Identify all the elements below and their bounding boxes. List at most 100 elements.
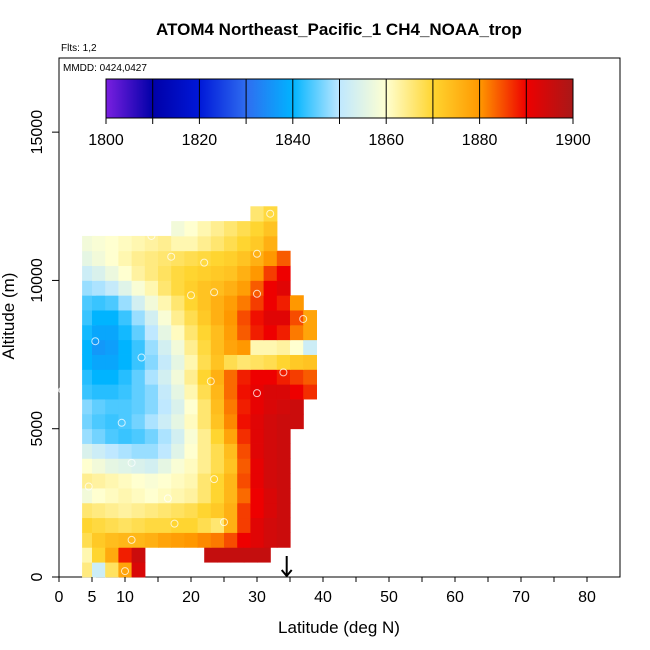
observation-points — [58, 209, 308, 576]
heatmap-cell — [171, 280, 185, 296]
heatmap-cell — [118, 428, 133, 444]
heatmap-cell — [105, 488, 119, 504]
heatmap-cell — [171, 339, 185, 355]
heatmap-cell — [224, 250, 238, 266]
heatmap-cell — [303, 384, 317, 400]
heatmap-cell — [171, 532, 185, 548]
heatmap-cell — [290, 384, 304, 400]
heatmap-cell — [210, 458, 225, 474]
heatmap-cell — [250, 443, 265, 459]
heatmap-cell — [210, 502, 225, 519]
heatmap-cell — [118, 280, 133, 296]
heatmap-cell — [263, 384, 278, 400]
heatmap-cell — [237, 280, 251, 296]
heatmap-cell — [184, 369, 199, 385]
colorbar-tick-label: 1860 — [368, 132, 404, 149]
data-point — [253, 389, 261, 398]
heatmap-cell — [184, 517, 199, 533]
heatmap-cell — [224, 502, 238, 519]
heatmap-cell — [131, 369, 146, 385]
heatmap-cell — [250, 221, 265, 237]
heatmap-cell — [263, 517, 278, 533]
heatmap-cell — [171, 384, 185, 400]
heatmap-cell — [197, 265, 212, 281]
colorbar-tick-label: 1900 — [555, 132, 591, 149]
heatmap-cell — [237, 428, 251, 444]
heatmap-cell — [197, 354, 212, 370]
colorbar-segment — [106, 79, 153, 118]
heatmap-cell — [184, 280, 199, 296]
x-axis: 0 5 10 20 30 40 50 60 70 80 — [55, 577, 596, 606]
heatmap-cell — [92, 562, 106, 578]
heatmap-cell — [184, 458, 199, 474]
heatmap-cell — [263, 532, 278, 548]
heatmap-cell — [118, 399, 133, 415]
heatmap-cell — [276, 280, 291, 296]
heatmap-cell — [131, 399, 146, 415]
heatmap-cell — [118, 339, 133, 355]
heatmap-cell — [158, 369, 172, 385]
y-axis: 0 5000 10000 15000 — [29, 110, 59, 581]
heatmap-cell — [92, 339, 106, 355]
heatmap-cell — [158, 517, 172, 533]
data-point — [127, 458, 136, 467]
heatmap-cell — [224, 324, 238, 341]
heatmap-cell — [237, 221, 251, 237]
x-tick-label: 70 — [512, 589, 530, 606]
heatmap-cell — [171, 399, 185, 415]
heatmap-cell — [118, 265, 133, 281]
heatmap-cell — [184, 443, 199, 459]
heatmap-cell — [171, 310, 185, 326]
heatmap-cell — [92, 443, 106, 459]
data-point — [200, 258, 209, 267]
heatmap-cell — [210, 280, 225, 296]
heatmap-cell — [224, 354, 238, 370]
data-point — [163, 494, 172, 503]
heatmap-cell — [184, 428, 199, 444]
heatmap-cell — [197, 221, 212, 237]
heatmap-cell — [210, 488, 225, 504]
heatmap-cell — [210, 384, 225, 400]
heatmap-cell — [131, 562, 146, 578]
heatmap-cell — [131, 354, 146, 370]
heatmap-cell — [158, 235, 172, 252]
heatmap-cell — [250, 488, 265, 504]
heatmap-cell — [131, 488, 146, 504]
heatmap-cell — [105, 399, 119, 415]
colorbar-tick-label: 1880 — [462, 132, 498, 149]
heatmap-cell — [131, 532, 146, 548]
data-point — [253, 289, 261, 298]
heatmap-cell — [224, 473, 238, 489]
heatmap-cell — [105, 369, 119, 385]
heatmap-cell — [131, 502, 146, 519]
heatmap-cell — [257, 547, 271, 563]
heatmap-cell — [105, 413, 119, 430]
heatmap-cell — [131, 428, 146, 444]
heatmap-cell — [171, 295, 185, 311]
data-point — [117, 418, 126, 427]
heatmap-cell — [250, 324, 265, 341]
heatmap-cell — [224, 235, 238, 252]
heatmap-cell — [131, 547, 146, 563]
heatmap-cell — [250, 235, 265, 252]
heatmap-cell — [171, 428, 185, 444]
heatmap-cell — [210, 354, 225, 370]
heatmap-cell — [263, 339, 278, 355]
data-point — [127, 535, 136, 544]
colorbar-segment — [339, 79, 387, 118]
heatmap-cell — [276, 369, 291, 385]
heatmap-cell — [197, 488, 212, 504]
data-point — [147, 231, 156, 240]
heatmap-cell — [243, 547, 258, 563]
heatmap-cell — [131, 324, 146, 341]
heatmap-cell — [303, 354, 317, 370]
heatmap-cell — [237, 339, 251, 355]
heatmap-cell — [237, 502, 251, 519]
heatmap-cell — [92, 502, 106, 519]
heatmap-cell — [92, 413, 106, 430]
heatmap-cell — [184, 295, 199, 311]
heatmap-cell — [237, 250, 251, 266]
data-point — [137, 353, 146, 362]
heatmap-cell — [184, 235, 199, 252]
